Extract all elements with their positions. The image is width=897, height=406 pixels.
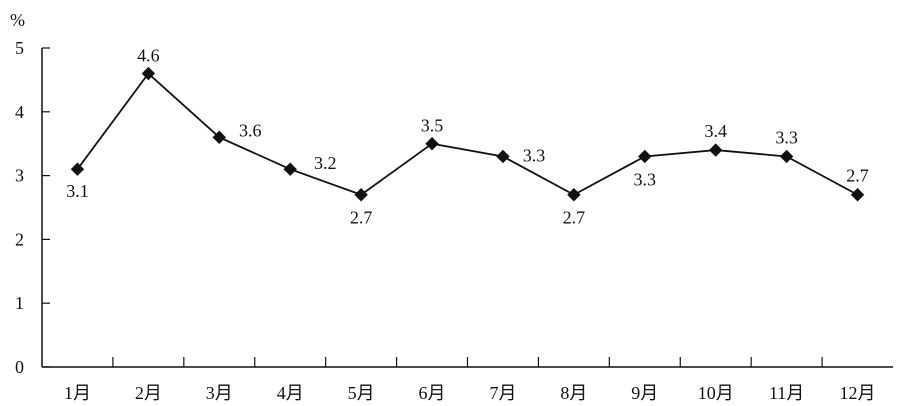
y-axis-unit-label: % [10,10,25,30]
x-tick-label: 11月 [769,383,804,403]
data-point-marker [212,130,226,145]
data-label: 3.3 [775,127,798,147]
data-label: 3.4 [704,121,727,141]
x-tick-label: 6月 [419,383,446,403]
x-tick-label: 10月 [698,383,734,403]
series [70,66,865,202]
x-tick-label: 12月 [840,383,876,403]
data-label: 3.5 [421,116,444,136]
data-label: 3.3 [523,145,546,165]
y-tick-label: 3 [15,166,24,186]
y-tick-label: 4 [15,102,24,122]
data-label: 4.6 [137,46,160,66]
y-tick-label: 1 [15,293,24,313]
data-point-marker [496,149,510,164]
data-label: 3.1 [66,181,89,201]
x-tick-label: 7月 [489,383,516,403]
data-point-marker [850,188,865,202]
x-tick-label: 5月 [348,383,375,403]
x-ticks: 1月 2月 3月 4月 5月 6月 7月 8月 9月 10月 11月 12月 [64,357,876,403]
y-tick-label: 5 [15,38,24,58]
data-label: 3.2 [314,153,337,173]
x-tick-label: 3月 [206,383,233,403]
data-point-marker [779,149,794,164]
data-point-marker [425,136,439,151]
data-point-marker [567,188,581,202]
y-tick-label: 2 [15,229,24,249]
x-tick-label: 1月 [64,383,91,403]
data-point-marker [354,188,368,202]
data-label: 3.3 [634,169,657,189]
x-tick-label: 9月 [631,383,658,403]
data-point-marker [70,162,85,176]
x-tick-label: 8月 [560,383,587,403]
y-tick-label: 0 [15,357,24,377]
data-point-marker [141,66,156,81]
data-point-marker [638,149,652,164]
data-point-marker [709,143,723,157]
data-label: 3.6 [239,120,262,140]
data-label: 2.7 [350,208,373,228]
data-point-marker [283,162,297,176]
y-ticks: 0 1 2 3 4 5 [15,38,50,377]
data-label: 2.7 [563,208,586,228]
series-line [76,72,858,196]
data-label: 2.7 [846,166,869,186]
x-tick-label: 2月 [135,383,162,403]
data-labels: 3.1 4.6 3.6 3.2 2.7 3.5 3.3 2.7 3.3 3.4 3.3 2.7 [66,46,869,228]
x-tick-label: 4月 [277,383,304,403]
